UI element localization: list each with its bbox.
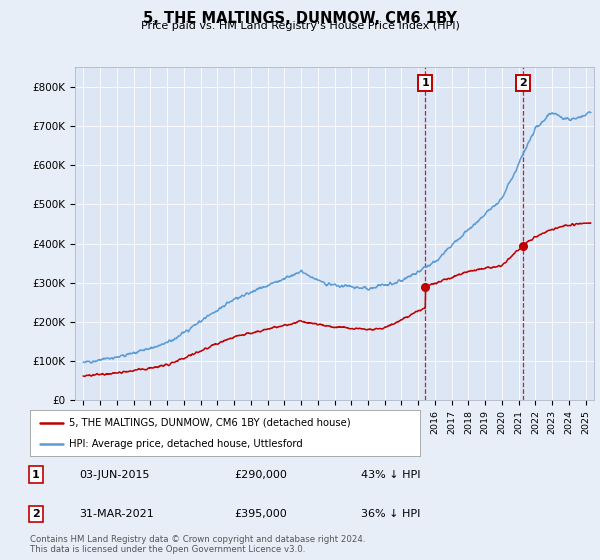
Text: HPI: Average price, detached house, Uttlesford: HPI: Average price, detached house, Uttl… — [69, 439, 303, 449]
Text: 2: 2 — [519, 78, 527, 88]
Text: £395,000: £395,000 — [234, 509, 287, 519]
Text: 31-MAR-2021: 31-MAR-2021 — [80, 509, 154, 519]
Text: Contains HM Land Registry data © Crown copyright and database right 2024.
This d: Contains HM Land Registry data © Crown c… — [30, 535, 365, 554]
Text: 5, THE MALTINGS, DUNMOW, CM6 1BY (detached house): 5, THE MALTINGS, DUNMOW, CM6 1BY (detach… — [69, 418, 350, 428]
Text: 36% ↓ HPI: 36% ↓ HPI — [361, 509, 421, 519]
Text: 1: 1 — [421, 78, 429, 88]
Text: £290,000: £290,000 — [234, 470, 287, 479]
Text: 43% ↓ HPI: 43% ↓ HPI — [361, 470, 421, 479]
Text: 5, THE MALTINGS, DUNMOW, CM6 1BY: 5, THE MALTINGS, DUNMOW, CM6 1BY — [143, 11, 457, 26]
Text: 1: 1 — [32, 470, 40, 479]
Text: Price paid vs. HM Land Registry's House Price Index (HPI): Price paid vs. HM Land Registry's House … — [140, 21, 460, 31]
Text: 03-JUN-2015: 03-JUN-2015 — [80, 470, 150, 479]
Text: 2: 2 — [32, 509, 40, 519]
